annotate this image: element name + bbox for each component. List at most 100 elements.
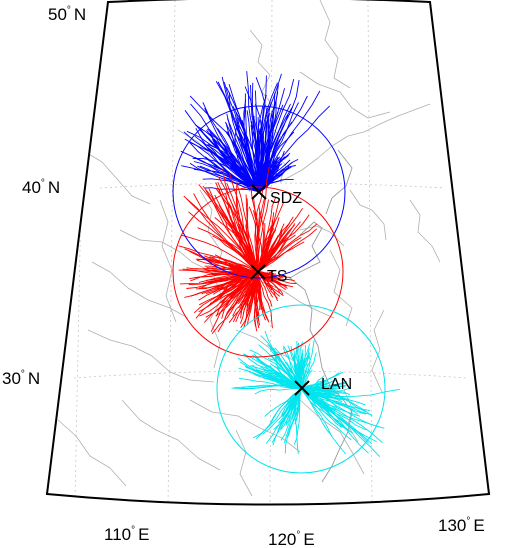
trajectory-line	[257, 199, 269, 272]
trajectory-line	[257, 271, 284, 295]
trajectory-line	[300, 388, 347, 455]
trajectory-line	[300, 388, 381, 458]
trajectory-line	[256, 271, 261, 326]
trajectory-line	[209, 256, 259, 273]
trajectory-line	[273, 388, 302, 431]
trajectory-line	[217, 181, 259, 273]
trajectory-line	[220, 271, 259, 304]
lat-label-40: 40° N	[22, 178, 60, 197]
trajectory-line	[300, 388, 339, 409]
trajectory-line	[234, 127, 260, 193]
trajectory-line	[258, 171, 269, 193]
trajectory-line	[178, 269, 259, 274]
trajectory-line	[235, 133, 260, 193]
trajectory-line	[244, 86, 261, 193]
trajectory-line	[256, 357, 302, 390]
trajectory-line	[300, 355, 311, 390]
trajectory-line	[222, 168, 259, 273]
trajectory-line	[258, 170, 286, 193]
trajectory-line	[251, 82, 260, 193]
sdz-marker-icon	[251, 184, 267, 200]
trajectory-line	[221, 271, 259, 319]
trajectory-line	[235, 271, 259, 323]
trajectory-line	[225, 193, 259, 273]
trajectory-line	[189, 250, 259, 273]
trajectory-line	[253, 271, 259, 327]
trajectory-line	[258, 73, 282, 193]
lon-label-120: 120° E	[268, 530, 315, 548]
trajectory-line	[257, 272, 269, 322]
trajectory-line	[257, 228, 318, 273]
trajectory-line	[194, 124, 260, 193]
trajectory-line	[216, 271, 259, 302]
trajectory-line	[254, 387, 302, 395]
trajectory-line	[257, 221, 301, 273]
trajectory-line	[252, 388, 302, 439]
trajectory-line	[212, 271, 259, 295]
station-lan: LAN	[294, 376, 352, 396]
trajectory-line	[263, 377, 302, 390]
trajectory-line	[264, 388, 302, 417]
trajectory-line	[299, 355, 303, 390]
trajectory-line	[211, 271, 259, 335]
trajectory-line	[184, 271, 259, 298]
trajectory-line	[300, 388, 333, 437]
trajectory-line	[256, 358, 302, 390]
ts-marker-icon	[250, 264, 266, 280]
trajectory-line	[238, 377, 302, 390]
trajectory-line	[204, 187, 260, 193]
station-sdz: SDZ	[251, 184, 302, 207]
ts-label: TS	[267, 268, 287, 285]
ts-range-circle	[172, 186, 344, 358]
trajectory-line	[294, 388, 302, 425]
trajectory-line	[255, 197, 266, 273]
trajectory-line	[287, 388, 302, 437]
trajectory-line	[213, 144, 260, 193]
trajectory-line	[201, 271, 259, 288]
lat-label-50: 50° N	[48, 5, 86, 24]
trajectory-line	[209, 131, 260, 193]
trajectory-line	[189, 95, 260, 193]
lon-label-130: 130° E	[438, 516, 485, 535]
lan-label: LAN	[321, 376, 352, 393]
trajectory-line	[257, 223, 318, 273]
trajectory-line	[209, 133, 260, 193]
sdz-range-circle	[172, 105, 346, 279]
trajectory-line	[300, 353, 310, 390]
trajectory-line	[257, 219, 274, 273]
trajectory-line	[300, 388, 385, 429]
trajectory-line	[257, 216, 294, 273]
trajectory-line	[257, 228, 275, 273]
trajectory-line	[257, 271, 287, 287]
lan-range-circle	[216, 304, 386, 474]
trajectory-line	[288, 388, 302, 413]
trajectory-line	[300, 372, 342, 390]
station-ts: TS	[250, 264, 287, 285]
trajectory-line	[300, 388, 352, 441]
trajectory-line	[181, 234, 259, 273]
trajectory-line	[205, 271, 259, 318]
trajectory-line	[258, 105, 331, 193]
trajectory-line	[300, 340, 315, 390]
lon-label-110: 110° E	[104, 525, 149, 544]
trajectory-line	[258, 155, 276, 193]
trajectory-line	[257, 236, 287, 273]
lan-marker-icon	[294, 380, 310, 396]
trajectory-line	[184, 248, 259, 273]
trajectory-line	[256, 94, 267, 193]
map-frame	[45, 0, 491, 506]
lat-label-30: 30° N	[2, 369, 40, 388]
trajectory-line	[300, 388, 339, 391]
trajectory-line	[200, 139, 260, 193]
trajectory-line	[198, 271, 259, 306]
trajectory-line	[258, 102, 299, 193]
trajectory-line	[257, 237, 302, 273]
trajectory-line	[257, 271, 274, 275]
sdz-label: SDZ	[270, 190, 302, 207]
trajectory-line	[206, 271, 259, 281]
trajectory-line	[300, 352, 317, 390]
trajectory-line	[215, 80, 260, 193]
trajectory-line	[300, 388, 354, 434]
trajectory-line	[232, 271, 259, 323]
